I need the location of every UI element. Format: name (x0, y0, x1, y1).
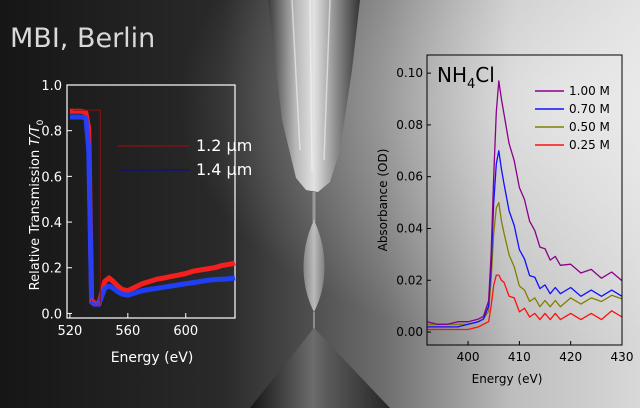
chart2-xtick-label: 400 (457, 350, 480, 364)
chart1-ytick-label: 0.0 (41, 307, 62, 322)
chart1-legend: 1.2 µm 1.4 µm (118, 136, 252, 179)
legend-label-1: 1.2 µm (196, 136, 252, 155)
catcher-cone (250, 328, 390, 408)
chart1-xtick-label: 600 (173, 324, 198, 339)
chart1-series-2-line (69, 114, 236, 307)
chart1-ylabel: Relative Transmission T/T0 (28, 119, 46, 290)
chart1-ytick-label: 0.4 (41, 216, 62, 231)
chart2-ytick-label: 0.06 (396, 170, 423, 184)
chart1-xlabel: Energy (eV) (111, 350, 194, 366)
chart2-ytick-label: 0.08 (396, 118, 423, 132)
chart2-legend-label-1: 1.00 M (569, 84, 610, 98)
chart2-ytick-label: 0.00 (396, 325, 423, 339)
lab-banner: MBI, Berlin (10, 23, 155, 54)
chart2-legend-label-2: 0.70 M (569, 102, 610, 116)
chart2-title: NH4Cl (437, 63, 495, 92)
chart1-ytick-label: 0.2 (41, 262, 62, 277)
chart2-series-2-line (427, 150, 623, 328)
liquid-sheet (303, 220, 325, 312)
chart2-xtick-label: 430 (611, 350, 634, 364)
chart1-ytick-label: 1.0 (41, 79, 62, 94)
chart2-legend: 1.00 M 0.70 M 0.50 M 0.25 M (535, 84, 610, 152)
chart2-series-4-line (427, 274, 623, 331)
chart2-ytick-label: 0.02 (396, 273, 423, 287)
chart1-ytick-label: 0.8 (41, 125, 62, 140)
chart2-xlabel: Energy (eV) (472, 372, 543, 386)
chart2-legend-label-3: 0.50 M (569, 120, 610, 134)
chart2-ytick-label: 0.04 (396, 221, 423, 235)
absorbance-chart: 400 410 420 430 0.00 0.02 0.04 0.06 0.08 0.10 Ene… (376, 54, 634, 386)
chart1-xtick-label: 520 (57, 324, 82, 339)
chart2-series-1-line (426, 80, 623, 325)
chart2-ytick-label: 0.10 (396, 66, 423, 80)
chart2-xtick-label: 420 (559, 350, 582, 364)
chart1-series-2-marker (96, 301, 102, 307)
chart1-ytick-label: 0.6 (41, 170, 62, 185)
chart1-series-1-marker (89, 297, 95, 302)
chart1-frame (66, 84, 236, 319)
chart1-xtick-label: 560 (115, 324, 140, 339)
chart2-xtick-label: 410 (508, 350, 531, 364)
legend-label-2: 1.4 µm (196, 160, 252, 179)
glass-nozzle (268, 0, 360, 192)
chart1-series-2-marker (92, 301, 98, 307)
nozzle-highlight (291, 0, 331, 171)
chart2-legend-label-4: 0.25 M (569, 138, 610, 152)
chart1-series-2-marker (89, 299, 95, 305)
chart2-ylabel: Absorbance (OD) (376, 149, 390, 252)
chart2-frame (426, 54, 623, 346)
chart1-edge-guide (72, 109, 101, 305)
